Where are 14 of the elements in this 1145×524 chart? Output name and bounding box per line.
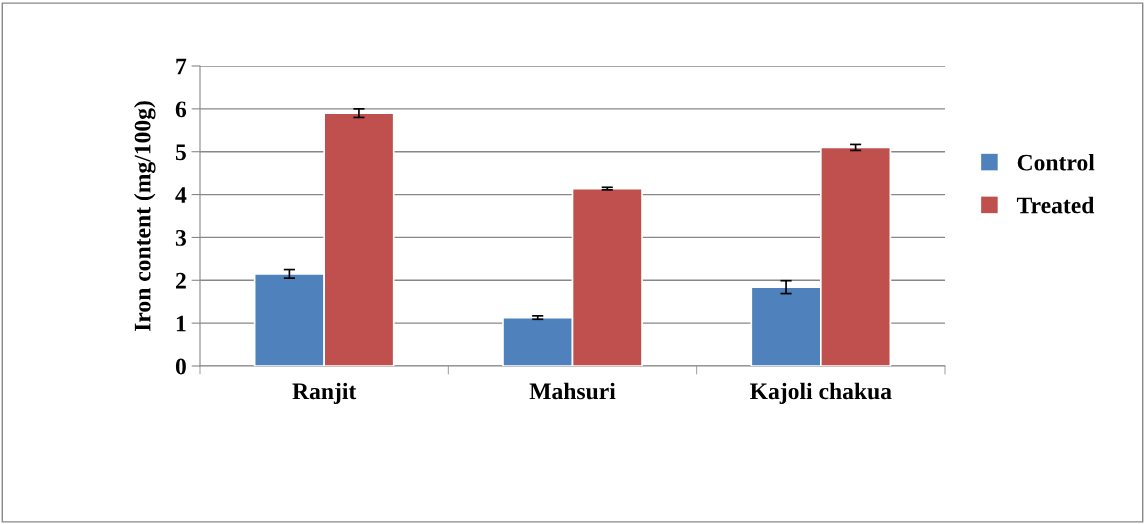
y-tick-label: 2 <box>175 272 186 289</box>
y-tick-label: 0 <box>175 358 186 375</box>
legend-label: Treated <box>1016 196 1095 214</box>
y-axis-title: Iron content (mg/100g) <box>133 101 156 332</box>
y-tick-label: 5 <box>175 144 186 161</box>
y-tick-label: 1 <box>176 315 186 332</box>
y-tick-label: 4 <box>175 187 187 203</box>
x-tick-label: Ranjit <box>292 382 357 405</box>
x-tick-label: Mahsuri <box>529 382 616 400</box>
legend-label: Control <box>1017 153 1095 171</box>
y-tick-label: 7 <box>176 58 187 75</box>
y-tick-label: 3 <box>175 229 186 246</box>
y-tick-label: 6 <box>175 101 187 118</box>
x-tick-label: Kajoli chakua <box>750 382 892 405</box>
